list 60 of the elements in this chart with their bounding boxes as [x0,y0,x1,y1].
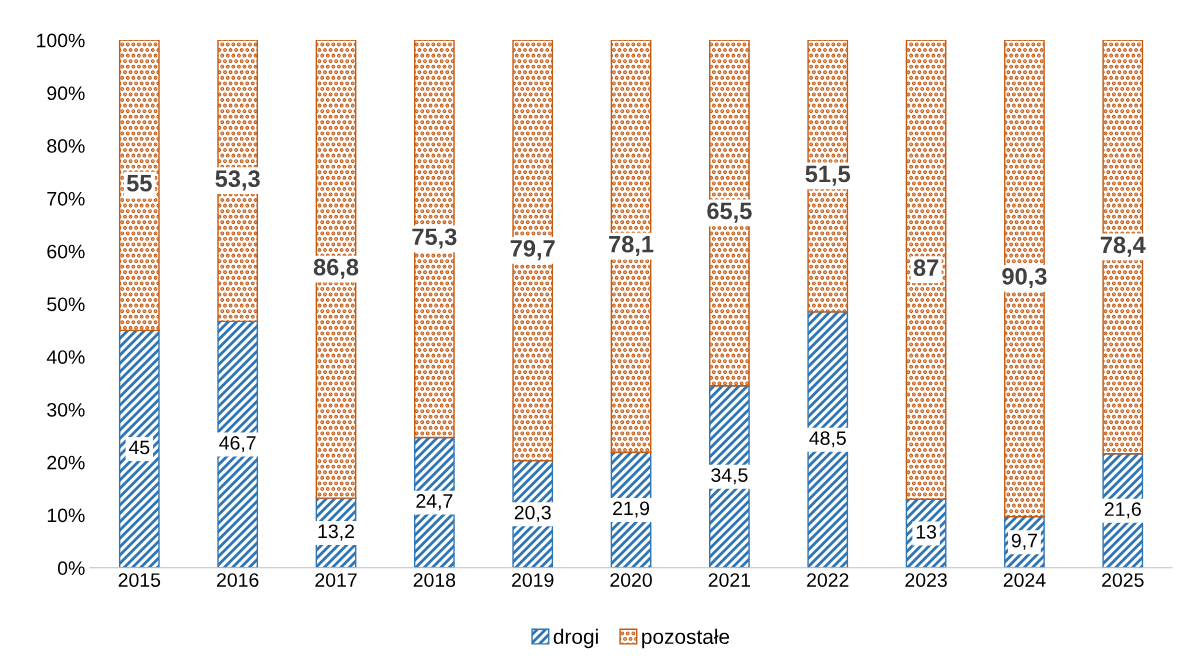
y-tick-label: 50% [47,297,85,312]
bar [315,40,357,499]
legend-label: pozostałe [642,628,730,649]
bar [1004,40,1045,518]
y-tick-label: 60% [47,244,85,259]
y-tick-label: 20% [47,455,85,470]
data-label: 90,3 [1002,267,1047,289]
data-label: 65,5 [707,202,752,223]
bar [118,329,160,568]
data-label: 9,7 [1011,533,1037,550]
x-tick-label: 2017 [315,573,357,587]
data-label: 34,5 [711,468,748,485]
bar [217,40,259,323]
data-label: 21,9 [613,501,650,518]
x-tick-label: 2016 [217,573,259,587]
data-label: 13,2 [318,524,354,541]
data-label: 86,8 [313,258,359,279]
x-tick-label: 2025 [1102,573,1144,587]
bar [118,40,160,332]
y-tick-label: 0% [57,561,85,576]
bar [709,40,750,387]
data-label: 75,3 [412,228,457,249]
bar [217,320,259,568]
data-label: 45 [128,440,150,455]
y-tick-label: 90% [47,86,85,101]
data-label: 78,1 [609,235,654,256]
data-label: 21,6 [1104,502,1141,519]
data-label: 46,7 [219,436,256,453]
x-tick-label: 2015 [118,573,161,587]
x-tick-label: 2019 [512,573,554,587]
legend-label: drogi [553,628,598,649]
x-tick-label: 2020 [610,573,652,587]
data-label: 51,5 [805,165,851,186]
x-tick-label: 2018 [413,573,456,587]
bar [807,311,849,568]
data-label: 87 [913,259,939,276]
data-label: 53,3 [215,170,260,191]
data-label: 13 [916,524,937,539]
x-tick-label: 2021 [708,573,751,587]
bar [512,40,554,462]
x-tick-label: 2024 [1003,573,1046,587]
data-label: 24,7 [416,494,453,511]
x-tick-label: 2022 [807,573,849,587]
y-tick-label: 100% [37,33,85,48]
bar [905,40,947,500]
bar [807,40,849,313]
data-label: 20,3 [514,505,551,522]
data-label: 79,7 [510,239,555,261]
bar [413,40,455,439]
data-label: 48,5 [809,431,846,448]
bar [1102,40,1144,455]
y-tick-label: 10% [47,508,85,523]
x-tick-label: 2023 [905,573,947,587]
data-label: 55 [126,175,152,192]
bar [610,40,652,453]
y-tick-label: 70% [47,191,85,206]
y-tick-label: 30% [47,402,85,417]
y-tick-label: 80% [47,139,85,153]
data-label: 78,4 [1100,236,1146,257]
y-tick-label: 40% [46,350,85,364]
